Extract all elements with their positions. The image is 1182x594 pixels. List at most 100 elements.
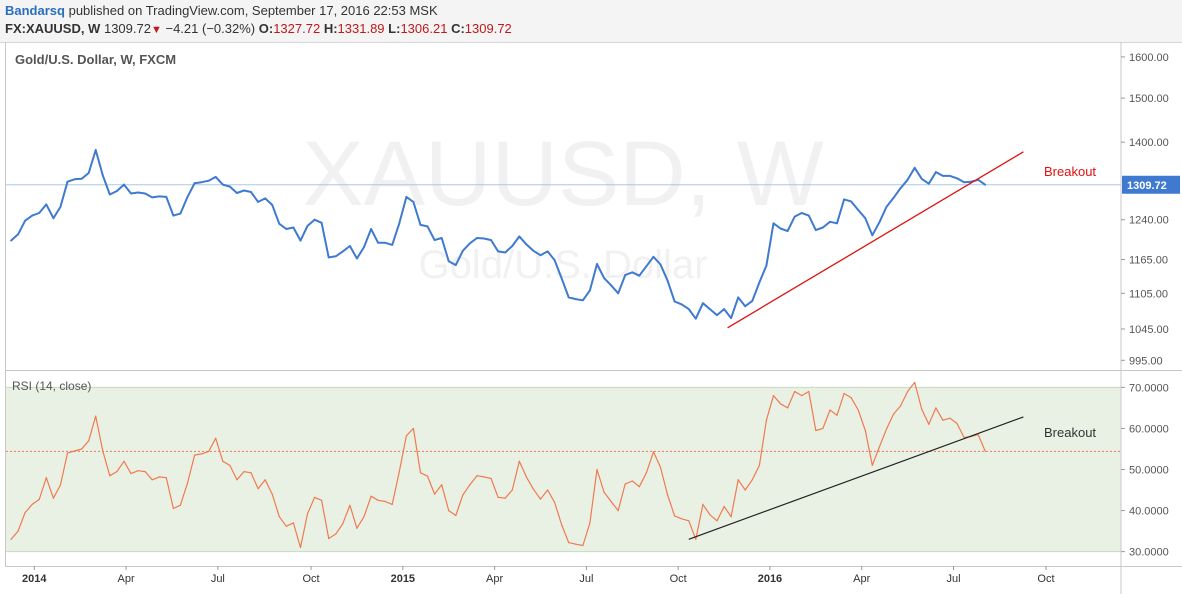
price-point bbox=[257, 201, 259, 203]
price-pane-title: Gold/U.S. Dollar, W, FXCM bbox=[15, 52, 177, 67]
rsi-band bbox=[6, 387, 1121, 552]
price-tick-label: 995.00 bbox=[1129, 355, 1163, 367]
close-value: 1309.72 bbox=[464, 21, 512, 36]
time-tick-label: 2014 bbox=[22, 573, 47, 585]
price-point bbox=[158, 195, 161, 198]
price-point bbox=[320, 221, 323, 224]
rsi-point bbox=[864, 429, 866, 432]
rsi-breakout-label: Breakout bbox=[1044, 425, 1096, 440]
price-point bbox=[66, 180, 69, 183]
rsi-point bbox=[24, 512, 26, 514]
rsi-point bbox=[469, 484, 471, 486]
rsi-point bbox=[921, 408, 923, 410]
rsi-point bbox=[928, 423, 930, 425]
rsi-point bbox=[426, 475, 429, 477]
price-point bbox=[949, 175, 951, 177]
price-point bbox=[285, 228, 288, 230]
price-point bbox=[638, 274, 641, 277]
low-label: L: bbox=[388, 21, 401, 36]
rsi-point bbox=[250, 472, 252, 474]
price-point bbox=[956, 177, 958, 180]
price-point bbox=[412, 201, 415, 203]
symbol-label: FX:XAUUSD, W bbox=[5, 21, 101, 36]
price-point bbox=[186, 196, 189, 198]
rsi-point bbox=[638, 486, 640, 488]
rsi-point bbox=[208, 450, 210, 453]
price-point bbox=[440, 237, 443, 239]
price-point bbox=[391, 244, 394, 246]
price-point bbox=[24, 219, 27, 222]
rsi-point bbox=[405, 435, 407, 437]
price-point bbox=[447, 260, 450, 263]
price-point bbox=[709, 308, 711, 311]
rsi-point bbox=[539, 498, 542, 500]
open-value: 1327.72 bbox=[273, 21, 321, 36]
price-point bbox=[645, 265, 648, 268]
rsi-point bbox=[808, 390, 810, 393]
rsi-point bbox=[158, 476, 160, 478]
price-point bbox=[617, 292, 620, 295]
price-trendline bbox=[727, 151, 1024, 329]
price-point bbox=[490, 239, 492, 242]
rsi-point bbox=[215, 437, 217, 439]
rsi-point bbox=[285, 525, 287, 527]
rsi-point bbox=[130, 473, 132, 475]
price-point bbox=[984, 183, 987, 186]
rsi-point bbox=[659, 466, 662, 469]
rsi-point bbox=[17, 530, 19, 532]
rsi-point bbox=[561, 524, 563, 526]
price-point bbox=[920, 177, 923, 180]
rsi-point bbox=[292, 522, 294, 524]
rsi-point bbox=[109, 475, 111, 477]
price-point bbox=[377, 241, 380, 244]
rsi-point bbox=[243, 470, 245, 473]
price-point bbox=[45, 203, 48, 206]
rsi-point bbox=[617, 509, 619, 512]
rsi-point bbox=[652, 451, 655, 453]
rsi-point bbox=[370, 495, 372, 497]
time-tick-label: Apr bbox=[486, 573, 503, 585]
author-link[interactable]: Bandarsq bbox=[5, 3, 65, 18]
rsi-point bbox=[384, 500, 386, 503]
rsi-point bbox=[10, 538, 12, 540]
price-point bbox=[913, 166, 916, 169]
rsi-point bbox=[299, 546, 302, 549]
price-point bbox=[836, 222, 838, 225]
price-point bbox=[433, 239, 436, 242]
low-value: 1306.21 bbox=[400, 21, 448, 36]
price-point bbox=[94, 149, 97, 151]
price-point bbox=[334, 255, 337, 258]
price-point bbox=[264, 197, 267, 200]
rsi-grid bbox=[6, 386, 1121, 553]
rsi-point bbox=[504, 497, 506, 499]
rsi-point bbox=[271, 493, 273, 495]
price-point bbox=[560, 277, 563, 280]
time-tick-label: Oct bbox=[1037, 573, 1054, 585]
price-point bbox=[878, 221, 881, 224]
price-point bbox=[278, 222, 281, 225]
rsi-point bbox=[822, 427, 824, 430]
rsi-point bbox=[313, 496, 316, 499]
price-point bbox=[172, 214, 175, 217]
rsi-point bbox=[695, 538, 697, 540]
price-point bbox=[454, 264, 457, 266]
rsi-point bbox=[31, 503, 33, 506]
rsi-point bbox=[899, 405, 902, 407]
rsi-point bbox=[116, 470, 118, 473]
rsi-point bbox=[949, 417, 951, 419]
rsi-trendline bbox=[688, 416, 1024, 540]
rsi-point bbox=[772, 394, 775, 397]
price-point bbox=[193, 182, 196, 185]
price-point bbox=[822, 226, 824, 229]
price-point bbox=[292, 226, 295, 229]
rsi-point bbox=[723, 505, 725, 508]
rsi-point bbox=[794, 390, 796, 393]
rsi-tick-label: 50.0000 bbox=[1129, 465, 1169, 477]
price-point bbox=[942, 175, 944, 177]
price-point bbox=[497, 250, 500, 253]
time-tick-label: Oct bbox=[302, 573, 319, 585]
rsi-point bbox=[850, 397, 852, 399]
price-point bbox=[574, 298, 577, 301]
rsi-point bbox=[88, 440, 90, 442]
